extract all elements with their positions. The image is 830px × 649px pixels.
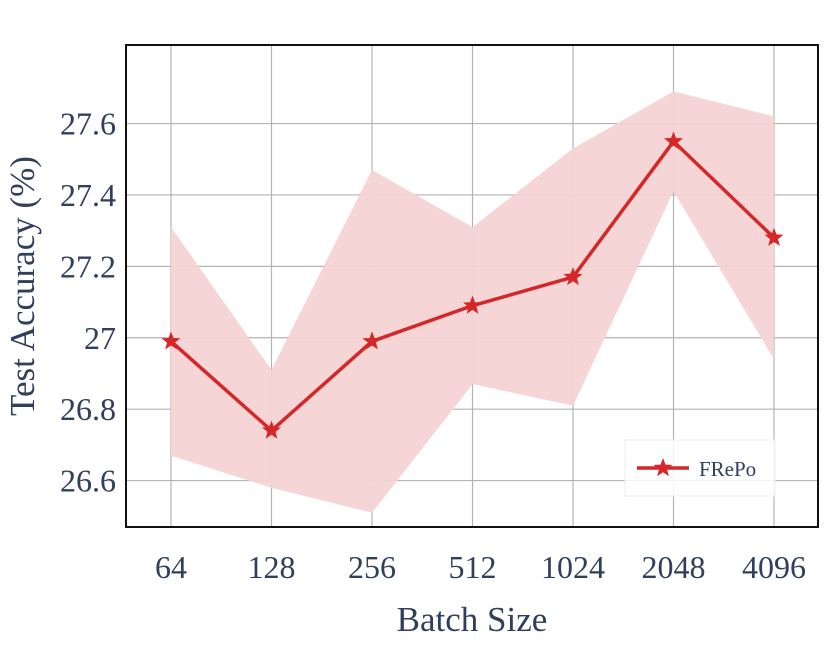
- star-marker: [161, 331, 181, 350]
- x-tick-label: 256: [348, 549, 396, 585]
- x-tick-label: 128: [248, 549, 296, 585]
- x-tick-label: 64: [155, 549, 187, 585]
- x-tick-label: 1024: [541, 549, 605, 585]
- x-tick-label: 2048: [642, 549, 706, 585]
- star-marker: [764, 227, 784, 246]
- x-tick-label: 4096: [742, 549, 806, 585]
- star-marker: [663, 131, 684, 150]
- legend-box: [624, 439, 776, 497]
- y-tick-label: 26.6: [60, 463, 116, 499]
- star-marker: [261, 420, 282, 439]
- plot-area-frame: [125, 44, 819, 528]
- y-axis-label: Test Accuracy (%): [3, 156, 42, 416]
- y-tick-label: 27.4: [60, 177, 116, 213]
- y-axis-ticks: 26.6 26.8 27 27.2 27.4 27.6: [60, 106, 116, 499]
- y-tick-label: 27.2: [60, 248, 116, 284]
- legend: FRePo: [624, 439, 776, 497]
- star-marker: [362, 331, 382, 350]
- star-marker: [563, 267, 583, 286]
- y-tick-label: 27: [84, 320, 116, 356]
- y-tick-label: 26.8: [60, 391, 116, 427]
- legend-label-frepo: FRePo: [699, 457, 756, 481]
- y-tick-label: 27.6: [60, 106, 116, 142]
- star-marker: [462, 295, 483, 314]
- x-axis-ticks: 64 128 256 512 1024 2048 4096: [155, 549, 806, 585]
- x-tick-label: 512: [449, 549, 497, 585]
- series-marker-layer: [161, 131, 784, 439]
- legend-star-icon: [653, 458, 673, 477]
- x-axis-label: Batch Size: [397, 600, 548, 639]
